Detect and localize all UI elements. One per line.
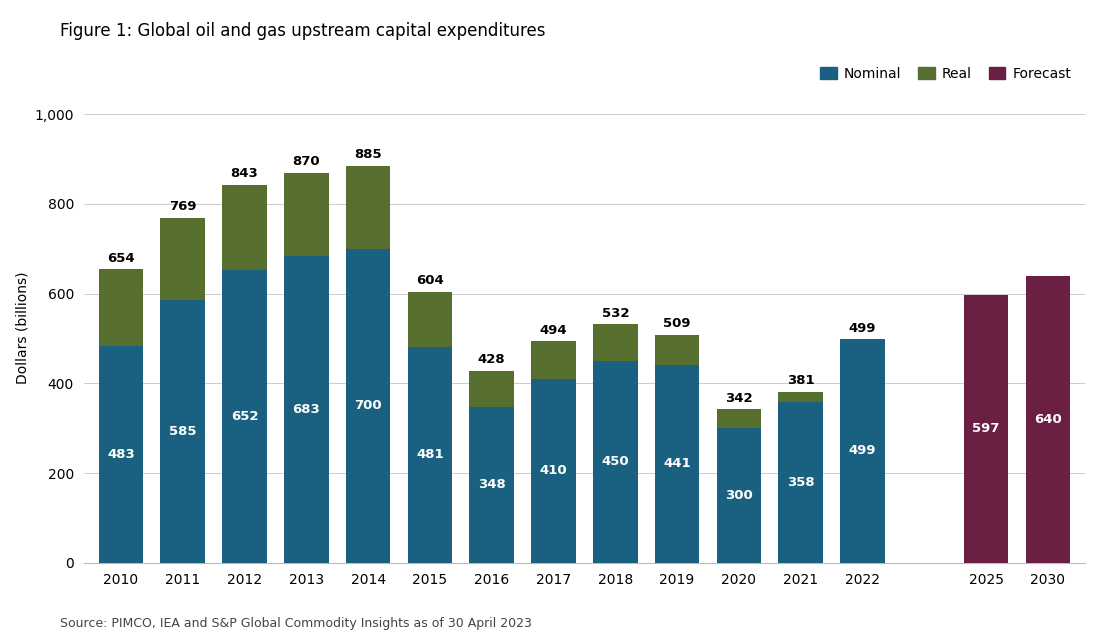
Y-axis label: Dollars (billions): Dollars (billions) <box>15 271 29 383</box>
Bar <box>161 300 205 563</box>
Bar <box>284 257 329 563</box>
Bar <box>654 365 700 563</box>
Text: 450: 450 <box>602 456 629 468</box>
Text: 300: 300 <box>725 489 752 502</box>
Text: 769: 769 <box>169 200 197 213</box>
Text: 441: 441 <box>663 458 691 470</box>
Text: 483: 483 <box>107 448 134 461</box>
Text: Figure 1: Global oil and gas upstream capital expenditures: Figure 1: Global oil and gas upstream ca… <box>60 22 546 40</box>
Bar <box>779 403 823 563</box>
Bar <box>840 339 884 563</box>
Text: 683: 683 <box>293 403 320 416</box>
Bar <box>531 379 575 563</box>
Bar <box>779 392 823 403</box>
Bar <box>408 292 452 347</box>
Bar <box>222 270 266 563</box>
Bar <box>964 295 1009 563</box>
Bar <box>1025 276 1070 563</box>
Text: 494: 494 <box>540 324 568 337</box>
Bar <box>531 341 575 379</box>
Text: 532: 532 <box>602 307 629 320</box>
Text: 358: 358 <box>786 476 814 489</box>
Text: 597: 597 <box>972 422 1000 435</box>
Bar <box>284 173 329 257</box>
Bar <box>593 361 638 563</box>
Bar <box>716 410 761 428</box>
Text: 870: 870 <box>293 155 320 168</box>
Bar <box>470 407 514 563</box>
Text: 843: 843 <box>231 167 258 180</box>
Text: 348: 348 <box>477 478 506 492</box>
Text: 654: 654 <box>107 252 134 265</box>
Text: Source: PIMCO, IEA and S&P Global Commodity Insights as of 30 April 2023: Source: PIMCO, IEA and S&P Global Commod… <box>60 618 532 630</box>
Text: 428: 428 <box>477 353 506 366</box>
Legend: Nominal, Real, Forecast: Nominal, Real, Forecast <box>815 61 1077 86</box>
Text: 652: 652 <box>231 410 258 423</box>
Bar <box>408 347 452 563</box>
Text: 585: 585 <box>169 425 197 438</box>
Bar <box>593 324 638 361</box>
Text: 499: 499 <box>849 444 877 458</box>
Text: 381: 381 <box>786 374 814 387</box>
Text: 410: 410 <box>540 465 568 477</box>
Text: 604: 604 <box>416 275 443 287</box>
Text: 700: 700 <box>354 399 382 412</box>
Bar <box>654 335 700 365</box>
Bar <box>99 269 143 346</box>
Bar <box>99 346 143 563</box>
Bar <box>470 371 514 407</box>
Text: 342: 342 <box>725 392 752 405</box>
Text: 885: 885 <box>354 148 382 161</box>
Text: 499: 499 <box>849 321 877 335</box>
Bar <box>716 428 761 563</box>
Text: 640: 640 <box>1034 413 1062 426</box>
Bar <box>222 185 266 270</box>
Bar <box>345 166 390 249</box>
Bar <box>161 218 205 300</box>
Text: 509: 509 <box>663 317 691 330</box>
Bar <box>345 249 390 563</box>
Text: 481: 481 <box>416 449 443 461</box>
